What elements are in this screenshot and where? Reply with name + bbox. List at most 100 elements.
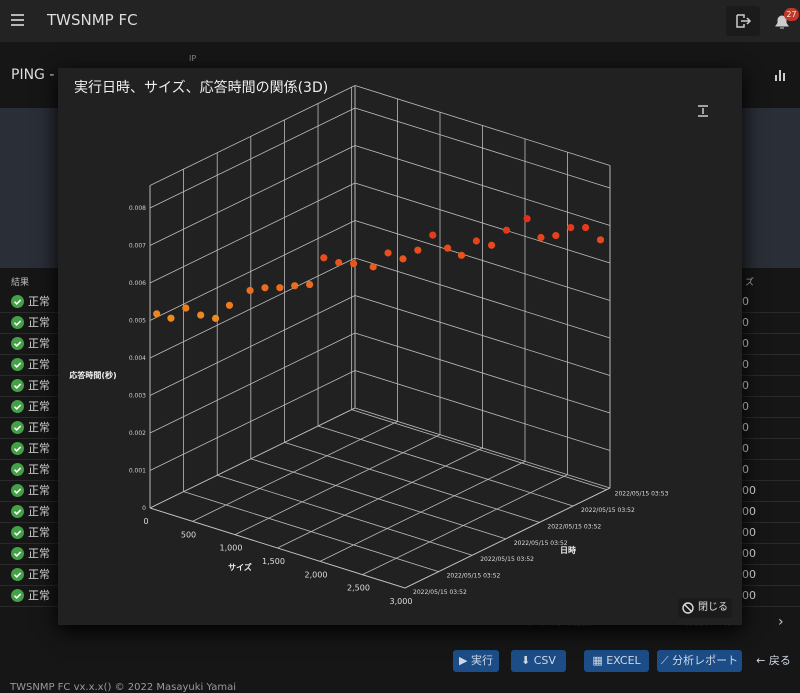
ok-icon bbox=[11, 463, 24, 476]
back-button[interactable]: ← 戻る bbox=[756, 654, 791, 667]
y-tick-label: 2022/05/15 03:52 bbox=[547, 523, 601, 530]
z-tick-label: 0.004 bbox=[129, 355, 146, 362]
ok-icon bbox=[11, 358, 24, 371]
menu-icon[interactable] bbox=[10, 13, 26, 27]
z-tick-label: 0.008 bbox=[129, 205, 146, 212]
button-label: 実行 bbox=[470, 654, 493, 667]
z-tick-label: 0.003 bbox=[129, 393, 146, 400]
grid-line bbox=[192, 420, 398, 522]
point bbox=[197, 311, 205, 319]
x-tick-label: 500 bbox=[181, 530, 196, 539]
ok-icon bbox=[11, 337, 24, 350]
ok-icon bbox=[11, 379, 24, 392]
chart: 0 0.001 0.002 0.003 0.004 0.005 0.006 0.007 0.00… bbox=[69, 85, 708, 606]
y-axis-label: 日時 bbox=[560, 545, 576, 555]
point bbox=[349, 260, 358, 268]
z-tick-label: 0.006 bbox=[129, 280, 146, 287]
ok-icon bbox=[11, 547, 24, 560]
grid-line bbox=[319, 460, 526, 562]
ok-icon bbox=[11, 295, 24, 308]
point bbox=[384, 249, 392, 257]
report-button[interactable]: ⟋ 分析レポート bbox=[657, 650, 742, 672]
logout-button[interactable] bbox=[726, 6, 760, 36]
grid-line bbox=[183, 491, 439, 572]
status: 正常 bbox=[28, 295, 50, 308]
y-tick-label: 2022/05/15 03:52 bbox=[581, 507, 635, 514]
status: 正常 bbox=[28, 421, 50, 434]
app-bar: TWSNMP FC 27 bbox=[0, 0, 800, 42]
chart-icon[interactable] bbox=[774, 68, 788, 82]
y-tick-label: 2022/05/15 03:52 bbox=[447, 573, 501, 580]
page-title: PING - 2 bbox=[11, 67, 68, 83]
size-cell: 00 bbox=[742, 589, 756, 602]
ok-icon bbox=[11, 400, 24, 413]
size-cell: 00 bbox=[742, 547, 756, 560]
size-cell: 00 bbox=[742, 526, 756, 539]
run-button[interactable]: ▶ 実行 bbox=[453, 650, 499, 672]
grid-line bbox=[149, 407, 356, 509]
grid-line bbox=[317, 425, 574, 507]
button-label: EXCEL bbox=[606, 654, 641, 667]
status: 正常 bbox=[28, 379, 50, 392]
grid-line bbox=[351, 409, 607, 491]
ok-icon bbox=[11, 442, 24, 455]
status: 正常 bbox=[28, 505, 50, 518]
notification-badge: 27 bbox=[784, 8, 799, 21]
x-axis-label: サイズ bbox=[228, 562, 252, 572]
point bbox=[306, 280, 314, 289]
point bbox=[537, 233, 545, 242]
z-tick-label: 0 bbox=[142, 505, 146, 512]
grid-line bbox=[149, 257, 356, 359]
point bbox=[369, 263, 377, 271]
point bbox=[457, 251, 466, 259]
status: 正常 bbox=[28, 547, 50, 560]
grid-line bbox=[149, 507, 406, 589]
button-label: 分析レポート bbox=[672, 654, 739, 667]
button-label: CSV bbox=[533, 654, 556, 667]
size-cell: 0 bbox=[742, 442, 749, 455]
point bbox=[246, 286, 254, 295]
point bbox=[276, 284, 284, 292]
ok-icon bbox=[11, 421, 24, 434]
csv-button[interactable]: ⬇ CSV bbox=[511, 650, 566, 672]
dialog: 実行日時、サイズ、応答時間の関係(3D) 0 0.001 0.002 0.003 0.0… bbox=[58, 68, 742, 625]
grid-line bbox=[404, 487, 611, 589]
point bbox=[596, 236, 605, 244]
z-tick-label: 0.007 bbox=[129, 243, 146, 250]
size-cell: 00 bbox=[742, 568, 756, 581]
grid-line bbox=[284, 442, 540, 523]
size-cell: 0 bbox=[742, 463, 749, 476]
ok-icon bbox=[11, 589, 24, 602]
axis-edge bbox=[149, 85, 356, 186]
ok-icon bbox=[11, 316, 24, 329]
y-tick-label: 2022/05/15 03:52 bbox=[413, 589, 467, 596]
button-label: 戻る bbox=[768, 654, 791, 667]
status: 正常 bbox=[28, 316, 50, 329]
point bbox=[552, 231, 560, 240]
y-tick-label: 2022/05/15 03:53 bbox=[615, 491, 669, 498]
table-header: ズ bbox=[745, 278, 755, 288]
point bbox=[567, 223, 575, 232]
next-page[interactable]: › bbox=[778, 614, 784, 630]
status: 正常 bbox=[28, 400, 50, 413]
point bbox=[153, 310, 161, 318]
size-cell: 0 bbox=[742, 379, 749, 392]
close-button[interactable]: 閉じる bbox=[678, 598, 732, 618]
grid-line bbox=[149, 145, 356, 246]
ok-icon bbox=[11, 505, 24, 518]
close-icon bbox=[682, 602, 694, 614]
field-label: IP bbox=[189, 54, 197, 63]
status: 正常 bbox=[28, 442, 50, 455]
point bbox=[429, 231, 437, 239]
ok-icon bbox=[11, 568, 24, 581]
y-tick-label: 2022/05/15 03:52 bbox=[480, 556, 534, 563]
download-icon[interactable] bbox=[698, 105, 708, 117]
status: 正常 bbox=[28, 568, 50, 581]
size-cell: 0 bbox=[742, 358, 749, 371]
z-tick-label: 0.005 bbox=[129, 318, 146, 325]
grid-line bbox=[362, 474, 568, 576]
grid-line bbox=[217, 474, 473, 556]
excel-button[interactable]: ▦ EXCEL bbox=[584, 650, 649, 672]
x-tick-label: 3,000 bbox=[390, 597, 413, 606]
